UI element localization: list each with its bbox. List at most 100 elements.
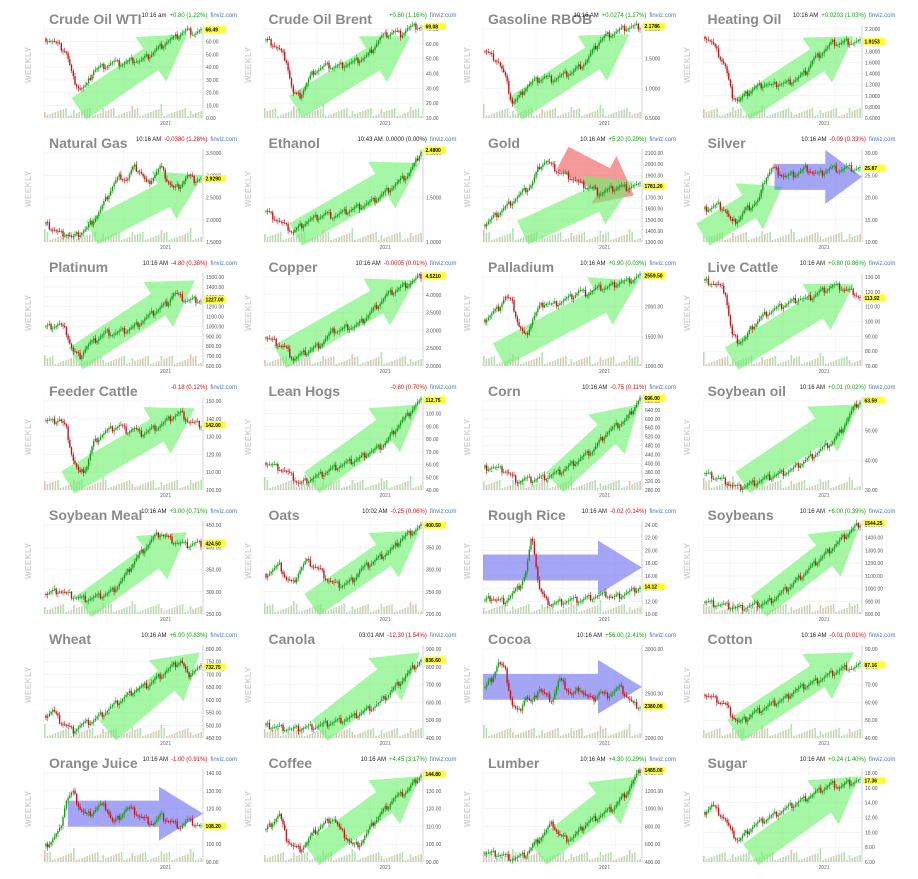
- candle: [771, 83, 774, 85]
- chart-panel[interactable]: 150.00 140.00 130.00 120.00 110.00 100.00 142.…: [20, 377, 239, 501]
- candle: [564, 469, 566, 471]
- volume-bar: [179, 236, 181, 242]
- last-price-label: 112.75: [425, 398, 440, 404]
- candle: [264, 210, 267, 212]
- source-link[interactable]: finviz.com: [868, 261, 896, 267]
- candle: [121, 179, 124, 181]
- source-link[interactable]: finviz.com: [649, 137, 676, 143]
- source-link[interactable]: finviz.com: [649, 261, 676, 267]
- chart-panel[interactable]: 1500.001400.001300.001200.001100.001000.…: [20, 253, 239, 377]
- candle: [159, 166, 161, 169]
- chart-panel[interactable]: 680.00 640.00 600.00 560.00 520.00 480.00 440.…: [459, 377, 678, 501]
- chart-panel[interactable]: 450.00 400.00 350.00 300.00 250.00 424.50 Soyb…: [20, 501, 239, 625]
- candle: [271, 45, 273, 47]
- candle: [703, 279, 706, 281]
- source-link[interactable]: finviz.com: [429, 13, 457, 19]
- volume-bar: [163, 611, 165, 614]
- source-link[interactable]: finviz.com: [429, 509, 457, 515]
- chart-panel[interactable]: 130.00 120.00 110.00 100.00 90.00 80.00 70.00 1…: [679, 253, 898, 377]
- chart-title: Crude Oil WTI: [49, 11, 142, 27]
- chart-panel[interactable]: 2100.002000.001900.001800.001700.001600.…: [459, 129, 678, 253]
- y-tick-label: 22.00: [645, 536, 658, 542]
- chart-panel[interactable]: 2.0000 1.5000 1.0000 2.4800 Ethanol 10:43 AM 0…: [240, 129, 459, 253]
- volume-bar: [380, 235, 382, 242]
- candle: [532, 482, 534, 483]
- volume-bar: [533, 485, 535, 490]
- candle: [744, 207, 747, 211]
- source-link[interactable]: finviz.com: [429, 261, 457, 267]
- candle: [639, 273, 641, 276]
- chart-panel[interactable]: 30.00 25.00 20.00 15.00 10.00 25.87 Silver 10:1…: [679, 129, 898, 253]
- y-tick-label: 300.00: [206, 590, 222, 596]
- source-link[interactable]: finviz.com: [868, 13, 896, 19]
- volume-bar: [562, 114, 565, 118]
- source-link[interactable]: finviz.com: [429, 137, 457, 143]
- chart-panel[interactable]: 110.00100.0090.0080.0070.0060.0050.0040.…: [240, 377, 459, 501]
- candle: [91, 446, 93, 454]
- source-link[interactable]: finviz.com: [210, 13, 237, 19]
- volume-bar: [819, 236, 821, 242]
- chart-panel[interactable]: 2500.002000.001500.001000.002559.50Palla…: [459, 253, 678, 377]
- y-tick-label: 320.00: [645, 479, 661, 485]
- volume-bar: [284, 113, 287, 118]
- candle: [787, 174, 789, 177]
- source-link[interactable]: finviz.com: [210, 261, 237, 267]
- candle: [266, 210, 268, 212]
- source-link[interactable]: finviz.com: [429, 385, 457, 391]
- volume-bar: [345, 486, 348, 490]
- candle: [188, 175, 190, 176]
- volume-bar: [99, 482, 102, 490]
- candle: [763, 311, 765, 315]
- chart-panel[interactable]: 2.20002.00001.80001.60001.40001.20001.00…: [679, 5, 898, 129]
- volume-bar: [589, 113, 591, 118]
- candle: [401, 284, 403, 287]
- volume-bar: [337, 363, 340, 366]
- volume-bar: [483, 230, 485, 242]
- chart-panel[interactable]: 2.0000 1.5000 1.0000 0.5000 2.1786 Gasoline R…: [459, 5, 678, 129]
- candle: [569, 73, 571, 76]
- candle: [756, 200, 758, 203]
- volume-bar: [173, 607, 176, 614]
- candle: [712, 478, 714, 480]
- volume-bar: [795, 114, 797, 118]
- source-link[interactable]: finviz.com: [649, 385, 676, 391]
- chart-panel[interactable]: 24.0022.0020.0018.0016.0014.0012.0010.00…: [459, 501, 678, 625]
- candle: [549, 303, 551, 305]
- volume-bar: [792, 115, 795, 118]
- chart-panel[interactable]: 70.0060.0050.0040.0030.0020.0010.000.006…: [20, 5, 239, 129]
- candle: [103, 332, 105, 335]
- chart-panel[interactable]: 400.00350.00300.00250.00200.00400.50Oats…: [240, 501, 459, 625]
- candle: [389, 434, 391, 438]
- volume-bar: [51, 482, 54, 490]
- volume-bar: [401, 483, 403, 490]
- volume-bar: [816, 115, 818, 118]
- source-link[interactable]: finviz.com: [210, 137, 237, 143]
- volume-bar: [104, 480, 107, 490]
- y-tick-label: 2.0000: [645, 27, 661, 33]
- candle: [128, 174, 131, 179]
- volume-bar: [276, 611, 279, 614]
- source-link[interactable]: finviz.com: [210, 509, 237, 515]
- volume-bar: [147, 482, 149, 490]
- candle: [841, 428, 844, 433]
- volume-bar: [107, 605, 110, 614]
- volume-bar: [369, 234, 372, 242]
- source-link[interactable]: finviz.com: [868, 137, 896, 143]
- source-link[interactable]: finviz.com: [649, 13, 676, 19]
- chart-panel[interactable]: 70.00 60.00 50.00 40.00 30.00 20.00 10.00 69.08…: [240, 5, 459, 129]
- y-tick-label: 1.5000: [426, 196, 442, 202]
- candle: [521, 328, 524, 331]
- volume-bar: [192, 609, 194, 614]
- candle: [343, 463, 345, 465]
- chart-panel[interactable]: 3.50003.00002.50002.00001.50002.9290Natu…: [20, 129, 239, 253]
- candle: [304, 224, 306, 227]
- last-price-label: 25.87: [864, 166, 877, 172]
- source-link[interactable]: finviz.com: [868, 385, 896, 391]
- candle: [196, 31, 199, 34]
- chart-panel[interactable]: 4.50004.00003.50003.00002.50002.00004.52…: [240, 253, 459, 377]
- x-year-label: 2021: [379, 369, 391, 375]
- source-link[interactable]: finviz.com: [210, 385, 237, 391]
- volume-bar: [551, 361, 554, 366]
- candle: [339, 587, 342, 588]
